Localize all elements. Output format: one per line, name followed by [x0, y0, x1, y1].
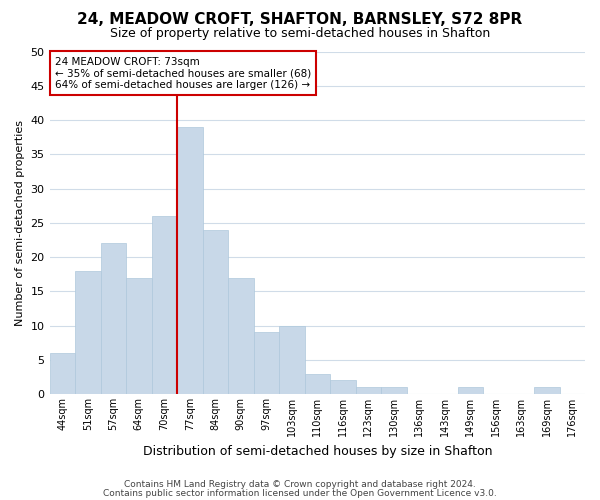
Bar [330, 380, 356, 394]
Bar [75, 271, 101, 394]
Bar [126, 278, 152, 394]
Bar [203, 230, 228, 394]
Text: 24 MEADOW CROFT: 73sqm
← 35% of semi-detached houses are smaller (68)
64% of sem: 24 MEADOW CROFT: 73sqm ← 35% of semi-det… [55, 56, 311, 90]
Bar [534, 388, 560, 394]
Bar [305, 374, 330, 394]
Bar [50, 353, 75, 394]
Bar [177, 127, 203, 394]
Bar [228, 278, 254, 394]
Bar [381, 388, 407, 394]
Text: Contains public sector information licensed under the Open Government Licence v3: Contains public sector information licen… [103, 488, 497, 498]
Text: Contains HM Land Registry data © Crown copyright and database right 2024.: Contains HM Land Registry data © Crown c… [124, 480, 476, 489]
Bar [254, 332, 279, 394]
Bar [279, 326, 305, 394]
Y-axis label: Number of semi-detached properties: Number of semi-detached properties [15, 120, 25, 326]
Bar [152, 216, 177, 394]
Bar [101, 244, 126, 394]
Text: Size of property relative to semi-detached houses in Shafton: Size of property relative to semi-detach… [110, 28, 490, 40]
Bar [458, 388, 483, 394]
Bar [356, 388, 381, 394]
X-axis label: Distribution of semi-detached houses by size in Shafton: Distribution of semi-detached houses by … [143, 444, 492, 458]
Text: 24, MEADOW CROFT, SHAFTON, BARNSLEY, S72 8PR: 24, MEADOW CROFT, SHAFTON, BARNSLEY, S72… [77, 12, 523, 28]
